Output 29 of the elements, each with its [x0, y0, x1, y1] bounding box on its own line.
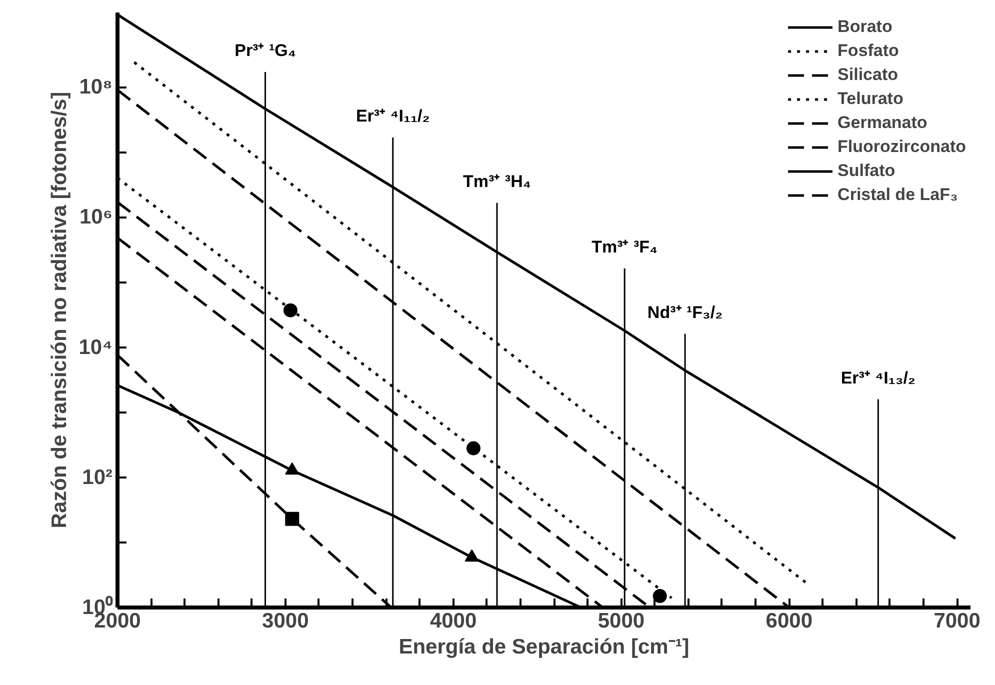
- legend-label: Germanato: [838, 112, 928, 134]
- point: [283, 303, 298, 318]
- ref-line-label: Pr³⁺ ¹G₄: [234, 41, 296, 60]
- x-axis-title: Energía de Separación [cm⁻¹]: [398, 636, 690, 658]
- legend-label: Telurato: [838, 88, 904, 110]
- ref-line-label: Tm³⁺ ³H₄: [463, 172, 531, 191]
- legend-label: Fluorozirconato: [838, 136, 966, 158]
- point: [285, 512, 300, 526]
- x-tick-label: 7000: [934, 610, 980, 632]
- ref-line-label: Er³⁺ ⁴I₁₃/₂: [840, 368, 916, 388]
- x-tick-label: 3000: [262, 610, 309, 632]
- ref-line-label: Tm³⁺ ³F₄: [592, 237, 658, 256]
- x-tick-label: 5000: [598, 610, 645, 632]
- legend-label: Silicato: [838, 64, 898, 86]
- legend-label: Borato: [838, 16, 892, 38]
- y-tick-label: 10²: [82, 466, 113, 489]
- ref-line-label: Er³⁺ ⁴I₁₁/₂: [356, 106, 430, 126]
- point: [652, 589, 667, 604]
- x-tick-label: 4000: [430, 610, 477, 632]
- y-tick-label: 10⁴: [78, 336, 113, 359]
- x-tick-label: 6000: [766, 610, 813, 632]
- y-tick-label: 10⁶: [79, 206, 113, 229]
- y-axis-title: Razón de transición no radiativa [fotones/s]: [48, 92, 71, 528]
- y-tick-label: 10⁸: [79, 76, 113, 99]
- legend-label: Sulfato: [838, 160, 896, 182]
- legend-label: Fosfato: [838, 40, 899, 62]
- ref-line-label: Nd³⁺ ¹F₃/₂: [647, 302, 723, 322]
- legend-label: Cristal de LaF₃: [838, 184, 958, 206]
- point: [466, 441, 480, 456]
